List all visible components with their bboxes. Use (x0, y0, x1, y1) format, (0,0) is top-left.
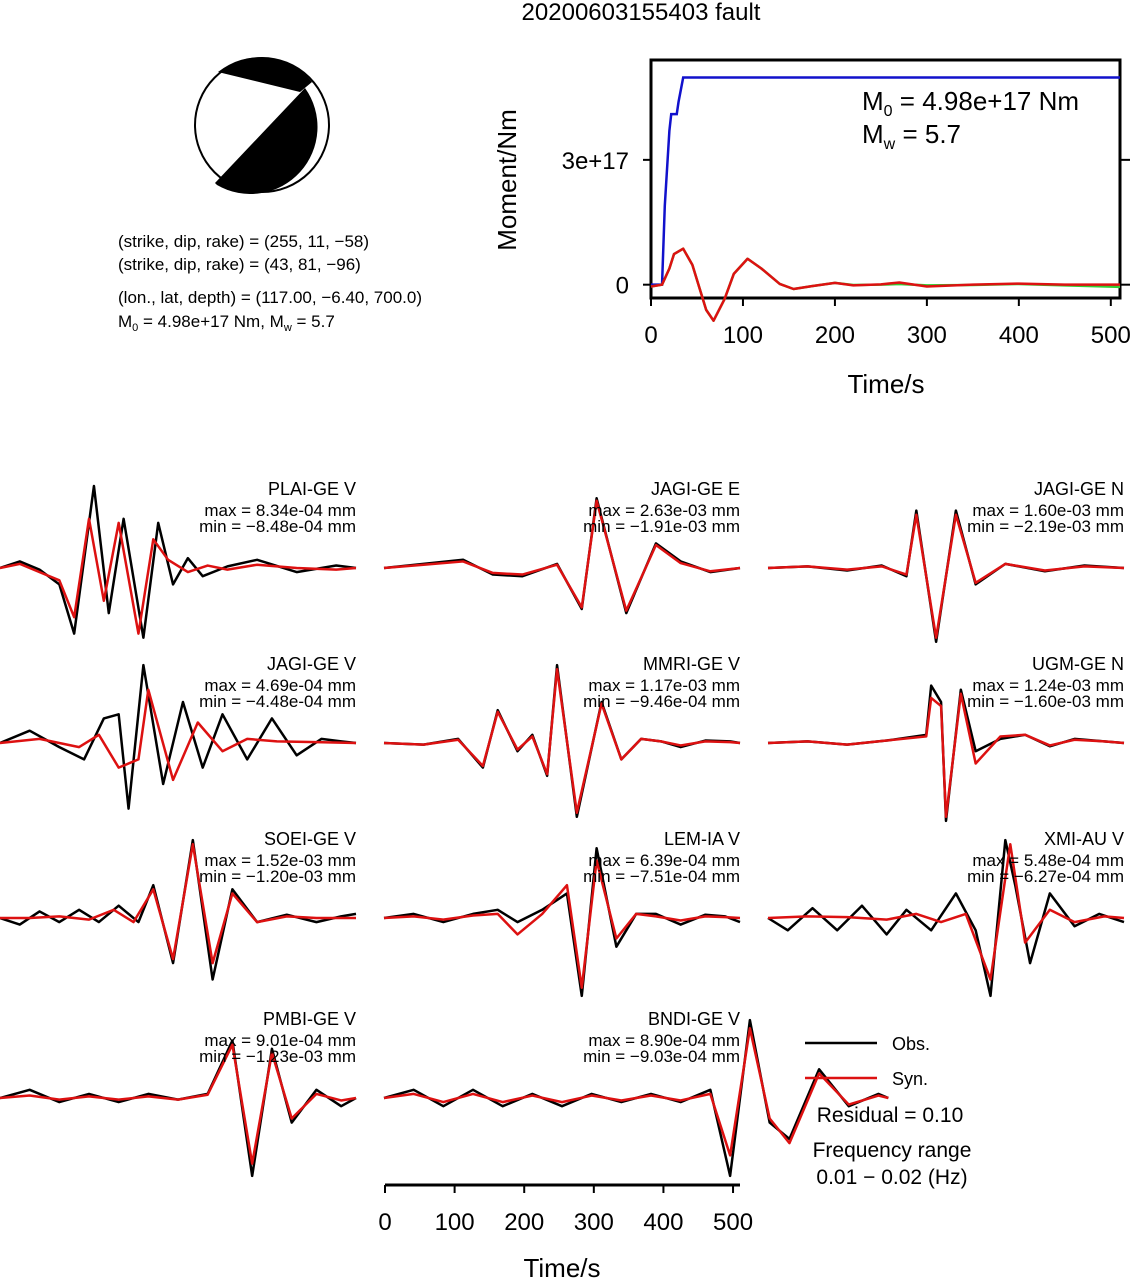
synthetic-waveform (767, 513, 1125, 639)
moment-ylabel: Moment/Nm (492, 109, 522, 251)
station-name: MMRI-GE V (643, 654, 740, 674)
synthetic-waveform (383, 667, 741, 814)
synthetic-waveform (0, 688, 357, 782)
station-name: BNDI-GE V (648, 1009, 740, 1029)
info-line-1: (strike, dip, rake) = (255, 11, −58) (118, 232, 369, 251)
waveform-xtick-label: 0 (378, 1209, 391, 1236)
station-min: min = −8.48e-04 mm (199, 517, 356, 536)
station-name: PLAI-GE V (268, 479, 356, 499)
station-min: min = −1.91e-03 mm (583, 517, 740, 536)
moment-xtick-label: 400 (999, 322, 1039, 349)
station-max: max = 1.17e-03 mm (588, 676, 740, 695)
station-name: LEM-IA V (664, 829, 740, 849)
station-name: UGM-GE N (1032, 654, 1124, 674)
figure-title: 20200603155403 fault (522, 0, 761, 26)
moment-xtick-label: 500 (1091, 322, 1131, 349)
moment-ytick-label: 0 (616, 273, 629, 300)
source-info: (strike, dip, rake) = (255, 11, −58) (st… (118, 232, 422, 334)
observed-waveform (383, 497, 741, 615)
waveform-xlabel: Time/s (523, 1253, 600, 1281)
beachball-icon (194, 57, 330, 194)
waveform-xtick-label: 100 (435, 1209, 475, 1236)
station-min: min = −9.03e-04 mm (583, 1047, 740, 1066)
synthetic-waveform (0, 517, 357, 635)
observed-waveform (0, 663, 357, 810)
synthetic-waveform (0, 842, 356, 965)
moment-xtick-label: 100 (723, 322, 763, 349)
station-name: PMBI-GE V (263, 1009, 356, 1029)
station-name: SOEI-GE V (264, 829, 356, 849)
station-max: max = 1.52e-03 mm (204, 851, 356, 870)
synthetic-waveform (767, 842, 1125, 981)
station-max: max = 1.24e-03 mm (972, 676, 1124, 695)
legend: Obs. Syn. Residual = 0.10 Frequency rang… (805, 1034, 971, 1189)
station-name: JAGI-GE N (1034, 479, 1124, 499)
waveform-xtick-label: 400 (643, 1209, 683, 1236)
moment-xlabel: Time/s (847, 369, 924, 399)
synthetic-waveform (383, 499, 741, 612)
station-max: max = 8.90e-04 mm (588, 1031, 740, 1050)
station-min: min = −1.20e-03 mm (199, 867, 356, 886)
station-max: max = 9.01e-04 mm (204, 1031, 356, 1050)
station-min: min = −1.23e-03 mm (199, 1047, 356, 1066)
moment-plot-frame (649, 58, 1122, 300)
station-name: JAGI-GE V (267, 654, 356, 674)
station-max: max = 2.63e-03 mm (588, 501, 740, 520)
legend-frequency-title: Frequency range (813, 1139, 972, 1162)
station-min: min = −6.27e-04 mm (967, 867, 1124, 886)
moment-mw-annotation: Mw = 5.7 (862, 119, 961, 153)
station-max: max = 5.48e-04 mm (972, 851, 1124, 870)
station-name: JAGI-GE E (651, 479, 740, 499)
station-min: min = −1.60e-03 mm (967, 692, 1124, 711)
legend-syn-label: Syn. (892, 1069, 928, 1089)
legend-residual: Residual = 0.10 (817, 1104, 964, 1127)
station-min: min = −2.19e-03 mm (967, 517, 1124, 536)
station-max: max = 6.39e-04 mm (588, 851, 740, 870)
waveform-time-axis: 0 100 200 300 400 500 Time/s (378, 1183, 753, 1283)
synthetic-waveform (383, 1027, 889, 1157)
observed-waveform (767, 838, 1125, 998)
waveform-xtick-label: 500 (713, 1209, 753, 1236)
info-line-4: M0 = 4.98e+17 Nm, Mw = 5.7 (118, 312, 335, 334)
info-line-2: (strike, dip, rake) = (43, 81, −96) (118, 255, 361, 274)
station-min: min = −7.51e-04 mm (583, 867, 740, 886)
station-max: max = 1.60e-03 mm (972, 501, 1124, 520)
moment-ytick-label: 3e+17 (562, 148, 629, 175)
observed-waveform (0, 484, 357, 639)
legend-frequency-value: 0.01 − 0.02 (Hz) (816, 1166, 967, 1189)
moment-cumulative-line (651, 76, 1120, 286)
moment-m0-annotation: M0 = 4.98e+17 Nm (862, 86, 1079, 120)
station-max: max = 4.69e-04 mm (204, 676, 356, 695)
station-max: max = 8.34e-04 mm (204, 501, 356, 520)
waveform-xtick-label: 300 (574, 1209, 614, 1236)
info-line-3: (lon., lat, depth) = (117.00, −6.40, 700… (118, 288, 422, 307)
legend-obs-label: Obs. (892, 1034, 930, 1054)
moment-rate-red-line (650, 247, 1120, 322)
synthetic-waveform (767, 692, 1125, 819)
station-min: min = −9.46e-04 mm (583, 692, 740, 711)
synthetic-waveform (383, 859, 741, 989)
synthetic-waveform (0, 1043, 357, 1165)
moment-xtick-label: 200 (815, 322, 855, 349)
moment-xtick-label: 300 (907, 322, 947, 349)
station-min: min = −4.48e-04 mm (199, 692, 356, 711)
station-name: XMI-AU V (1044, 829, 1124, 849)
waveform-xtick-label: 200 (504, 1209, 544, 1236)
moment-xtick-label: 0 (644, 322, 657, 349)
